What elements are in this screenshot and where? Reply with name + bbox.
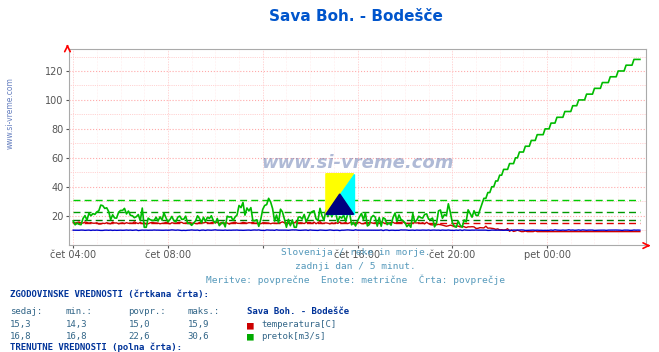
- Text: 30,6: 30,6: [188, 332, 210, 341]
- Text: pretok[m3/s]: pretok[m3/s]: [262, 332, 326, 341]
- Text: maks.:: maks.:: [188, 307, 220, 316]
- Polygon shape: [326, 194, 354, 214]
- Text: www.si-vreme.com: www.si-vreme.com: [5, 77, 14, 149]
- Text: 16,8: 16,8: [10, 332, 32, 341]
- Text: Sava Boh. - Bodešče: Sava Boh. - Bodešče: [247, 307, 349, 316]
- Text: Meritve: povprečne  Enote: metrične  Črta: povprečje: Meritve: povprečne Enote: metrične Črta:…: [206, 275, 505, 285]
- Text: povpr.:: povpr.:: [129, 307, 166, 316]
- Text: 15,3: 15,3: [10, 320, 32, 329]
- Text: 16,8: 16,8: [66, 332, 88, 341]
- Text: ■: ■: [247, 320, 254, 330]
- Text: min.:: min.:: [66, 307, 93, 316]
- Text: www.si-vreme.com: www.si-vreme.com: [261, 153, 454, 171]
- Text: sedaj:: sedaj:: [10, 307, 42, 316]
- Text: ■: ■: [247, 332, 254, 342]
- Text: 15,9: 15,9: [188, 320, 210, 329]
- Text: Sava Boh. - Bodešče: Sava Boh. - Bodešče: [269, 9, 443, 24]
- Text: zadnji dan / 5 minut.: zadnji dan / 5 minut.: [295, 262, 416, 271]
- Polygon shape: [326, 174, 354, 214]
- Text: 14,3: 14,3: [66, 320, 88, 329]
- Text: temperatura[C]: temperatura[C]: [262, 320, 337, 329]
- Polygon shape: [326, 174, 354, 214]
- Text: TRENUTNE VREDNOSTI (polna črta):: TRENUTNE VREDNOSTI (polna črta):: [10, 342, 182, 352]
- Text: 22,6: 22,6: [129, 332, 150, 341]
- Text: 15,0: 15,0: [129, 320, 150, 329]
- Text: Slovenija / reke in morje.: Slovenija / reke in morje.: [281, 248, 430, 257]
- Text: ZGODOVINSKE VREDNOSTI (črtkana črta):: ZGODOVINSKE VREDNOSTI (črtkana črta):: [10, 290, 209, 300]
